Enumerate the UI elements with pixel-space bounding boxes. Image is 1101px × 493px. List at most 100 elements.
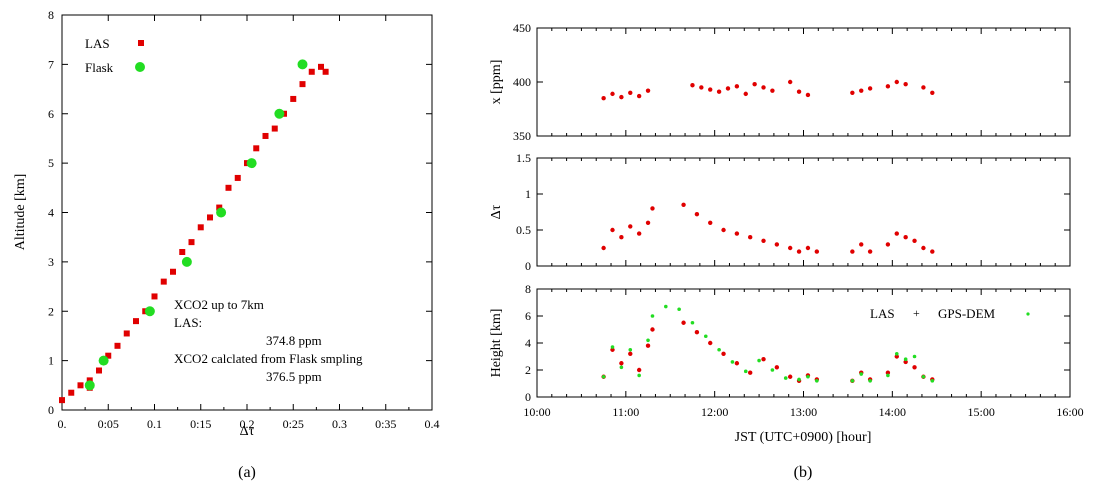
las-point (179, 249, 186, 255)
panel-a-x-tick-label: 0.3 (332, 417, 347, 431)
gps-dem-point (743, 369, 748, 374)
panel-b-y-tick-labels: 350 400 450 0 0.5 1 1.5 0 2 4 6 8 (513, 21, 531, 404)
panel-b-x-tick-label: 13:00 (790, 405, 817, 419)
las-point (188, 239, 195, 246)
gps-dem-point (703, 334, 708, 339)
las-point (734, 84, 740, 89)
legend-b-las-label: LAS (870, 306, 895, 321)
gps-dem-point (757, 358, 761, 363)
flask-point (98, 355, 109, 366)
las-point (930, 90, 935, 96)
las-point (628, 351, 633, 356)
las-point (681, 320, 686, 325)
las-point (930, 249, 935, 254)
las-point (234, 174, 241, 181)
las-point (299, 81, 306, 88)
gps-dem-point (650, 314, 655, 318)
gps-dem-point (646, 338, 650, 343)
las-point (645, 220, 651, 225)
las-point (694, 211, 700, 217)
flask-point (297, 59, 308, 70)
las-point (752, 81, 757, 87)
legend-flask-label: Flask (85, 60, 114, 75)
las-point (77, 382, 84, 389)
las-point (885, 242, 891, 247)
las-point (694, 330, 700, 335)
panel-b-y-tick-label: 2 (525, 363, 531, 377)
gps-dem-point (677, 307, 681, 312)
las-point (903, 359, 908, 365)
panel-a-y-tick-label: 3 (48, 255, 54, 269)
panel-b1-plot-frame (536, 27, 1071, 137)
las-point (318, 63, 324, 70)
las-point (859, 242, 864, 247)
panel-a-x-tick-label: 0.2 (240, 417, 255, 431)
panel-b-x-tick-label: 11:00 (612, 405, 639, 419)
las-point (650, 206, 655, 211)
panel-a-x-axis-label: Δτ (240, 424, 255, 439)
gps-dem-point (886, 373, 890, 378)
panel-b-y-tick-label: 1.5 (516, 151, 531, 165)
las-point (770, 88, 775, 93)
panel-b-y-tick-label: 0 (525, 259, 531, 273)
las-point (894, 354, 899, 359)
gps-dem-point (930, 379, 935, 383)
flask-point (144, 306, 155, 317)
las-point (774, 242, 780, 247)
gps-dem-point (610, 345, 615, 349)
panel-b-y-tick-label: 400 (513, 75, 531, 89)
las-point (867, 249, 873, 254)
annotation-line-2: LAS: (174, 315, 202, 330)
las-point (216, 204, 223, 211)
panel-b-x-tick-label: 14:00 (879, 405, 906, 419)
las-point (123, 330, 130, 337)
las-point (708, 220, 713, 225)
las-point (708, 87, 713, 92)
las-point (650, 327, 655, 332)
panel-a-x-tick-label: 0:05 (98, 417, 119, 431)
panel-a-legend: LAS Flask (85, 36, 145, 75)
las-point (636, 231, 642, 236)
las-point (225, 184, 232, 191)
las-point (850, 249, 855, 254)
las-point (681, 202, 686, 207)
las-point (160, 278, 167, 285)
panel-a-y-tick-labels: 0 1 2 3 4 5 6 7 8 (48, 8, 54, 417)
panel-b-y-tick-label: 6 (525, 309, 531, 323)
las-point (601, 245, 606, 251)
las-point (619, 94, 624, 100)
las-point (708, 340, 713, 346)
legend-b-gps-label: GPS-DEM (938, 306, 996, 321)
las-point (894, 79, 899, 85)
gps-dem-point (730, 360, 735, 364)
las-point (290, 95, 297, 102)
gps-dem-point (797, 377, 801, 382)
las-point (912, 365, 917, 370)
las-point (796, 249, 802, 254)
panel-a-y-tick-label: 6 (48, 107, 54, 121)
gps-dem-point (912, 354, 917, 359)
panel-b2-plot-frame (536, 157, 1071, 267)
legend-flask-marker (135, 62, 145, 72)
las-point (636, 93, 642, 99)
legend-las-label: LAS (85, 36, 110, 51)
panel-a-y-tick-label: 5 (48, 156, 54, 170)
las-point (133, 318, 139, 325)
las-point (867, 86, 873, 91)
las-point (894, 231, 899, 236)
gps-dem-point (921, 374, 926, 379)
panel-a-x-tick-labels: 0. 0:05 0.1 0:15 0.2 0:25 0.3 0:35 0.4 (58, 417, 440, 431)
gps-dem-point (783, 376, 788, 380)
panel-b-y-tick-label: 1 (525, 187, 531, 201)
las-point (105, 352, 112, 359)
las-point (796, 89, 802, 94)
las-point (645, 343, 651, 348)
gps-dem-point (859, 372, 864, 376)
gps-dem-point (868, 379, 872, 383)
las-point (859, 88, 864, 93)
panel-a-x-tick-label: 0.1 (147, 417, 162, 431)
las-point (170, 268, 176, 275)
las-point (197, 224, 204, 231)
gps-dem-point (637, 373, 641, 378)
gps-dem-point (850, 379, 855, 383)
